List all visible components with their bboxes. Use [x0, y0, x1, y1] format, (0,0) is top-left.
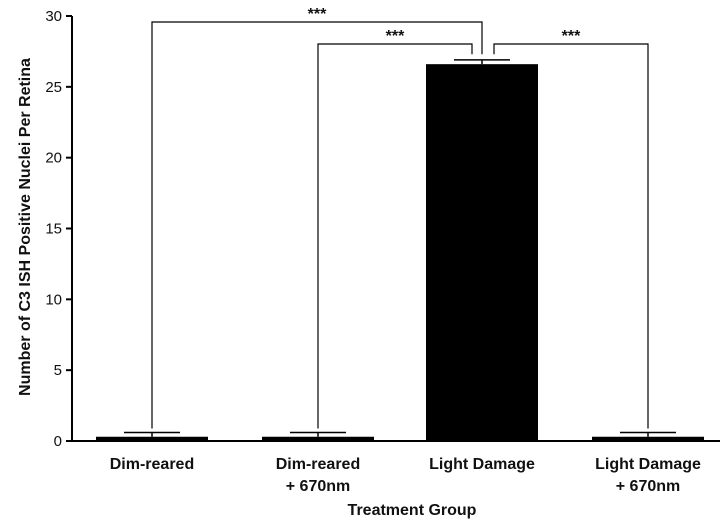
significance-bracket — [493, 43, 649, 429]
bar — [96, 436, 208, 441]
y-tick-label: 30 — [45, 8, 62, 25]
x-axis-labels: Dim-reared Dim-reared + 670nm Light Damage L… — [110, 456, 701, 495]
y-tick-label: 5 — [54, 362, 62, 379]
x-tick-label: Dim-reared — [110, 456, 194, 473]
significance-bracket — [317, 43, 473, 429]
x-tick-label: + 670nm — [286, 478, 350, 495]
y-axis-ticks: 0 5 10 15 20 25 30 — [45, 8, 72, 450]
significance-label: *** — [562, 28, 581, 45]
significance-brackets: *** *** *** — [151, 6, 649, 429]
x-axis-title: Treatment Group — [348, 502, 477, 519]
x-tick-label: Light Damage — [429, 456, 535, 473]
significance-bracket — [151, 21, 483, 429]
y-axis-title: Number of C3 ISH Positive Nuclei Per Ret… — [17, 58, 34, 396]
significance-label: *** — [386, 28, 405, 45]
y-tick-label: 25 — [45, 79, 62, 96]
y-tick-label: 10 — [45, 291, 62, 308]
bar — [262, 436, 374, 441]
significance-label: *** — [308, 6, 327, 23]
y-tick-label: 15 — [45, 221, 62, 238]
y-tick-label: 0 — [54, 433, 62, 450]
bar — [426, 64, 538, 442]
x-tick-label: + 670nm — [616, 478, 680, 495]
bar — [592, 436, 704, 441]
x-tick-label: Light Damage — [595, 456, 701, 473]
plot-area — [96, 59, 704, 442]
x-tick-label: Dim-reared — [276, 456, 360, 473]
y-tick-label: 20 — [45, 150, 62, 167]
